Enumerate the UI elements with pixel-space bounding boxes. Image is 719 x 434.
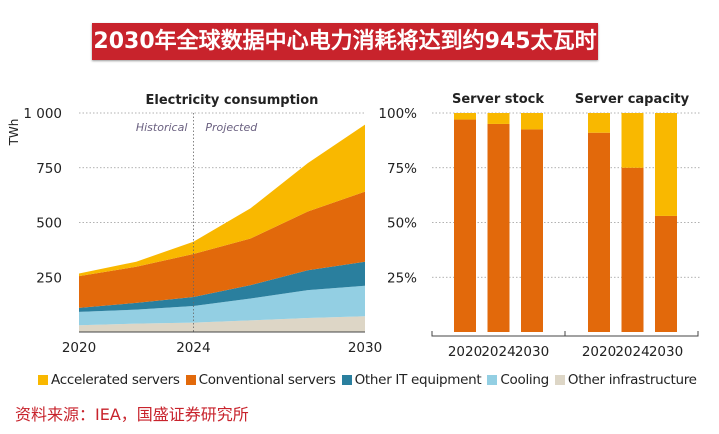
legend-item: Accelerated servers xyxy=(38,372,180,388)
annotation-historical: Historical xyxy=(136,121,188,134)
y-tick-label: 75% xyxy=(387,161,417,177)
bar-accelerated-servers xyxy=(521,113,543,130)
x-tick-label: 2020 xyxy=(582,344,616,360)
legend-label: Cooling xyxy=(500,372,549,388)
bar-conventional-servers xyxy=(621,167,644,332)
legend-item: Conventional servers xyxy=(185,372,336,388)
bar-group-title: Server stock xyxy=(452,92,544,107)
x-tick-label: 2020 xyxy=(62,340,96,356)
y-tick-label: 1 000 xyxy=(23,106,62,122)
bar-conventional-servers xyxy=(487,123,510,332)
annotation-projected: Projected xyxy=(205,121,258,134)
area-conventional-servers xyxy=(79,191,365,308)
x-tick-label: 2020 xyxy=(448,344,482,360)
y-tick-label: 500 xyxy=(36,216,62,232)
x-tick-label: 2030 xyxy=(649,344,683,360)
legend-item: Other infrastructure xyxy=(554,372,697,388)
bar-group-title: Server capacity xyxy=(575,92,690,107)
bar-accelerated-servers xyxy=(588,113,610,133)
source-note: 资料来源：IEA，国盛证券研究所 xyxy=(15,405,249,424)
legend-swatch xyxy=(554,375,565,385)
legend: Accelerated servers Conventional servers… xyxy=(38,372,697,388)
legend-label: Conventional servers xyxy=(198,372,336,388)
legend-label: Other IT equipment xyxy=(354,372,482,388)
bar-conventional-servers xyxy=(521,129,543,332)
bar-accelerated-servers xyxy=(454,113,476,120)
bar-accelerated-servers xyxy=(655,113,677,216)
x-tick-label: 2024 xyxy=(176,340,210,356)
y-axis-label: TWh xyxy=(7,119,21,147)
legend-swatch xyxy=(38,375,48,385)
y-tick-label: 100% xyxy=(378,106,417,122)
x-tick-label: 2030 xyxy=(515,344,549,360)
area-accelerated-servers xyxy=(79,124,365,277)
x-axis xyxy=(431,331,699,337)
y-tick-label: 250 xyxy=(36,270,62,286)
area-other-infrastructure xyxy=(79,316,365,332)
bar-accelerated-servers xyxy=(621,113,644,168)
legend-swatch xyxy=(487,375,498,385)
area-cooling xyxy=(79,285,365,326)
bar-accelerated-servers xyxy=(487,113,510,124)
x-tick-label: 2024 xyxy=(615,344,649,360)
area-other-it-equipment xyxy=(79,261,365,312)
legend-label: Other infrastructure xyxy=(567,372,697,388)
x-tick-label: 2024 xyxy=(481,344,515,360)
bar-conventional-servers xyxy=(454,119,476,332)
bar-conventional-servers xyxy=(655,215,677,332)
y-tick-label: 750 xyxy=(36,161,62,177)
legend-swatch xyxy=(185,375,196,385)
banner-title: 2030年全球数据中心电力消耗将达到约945太瓦时 xyxy=(92,23,598,60)
y-tick-label: 50% xyxy=(387,216,417,232)
legend-swatch xyxy=(341,375,352,385)
y-tick-label: 25% xyxy=(387,270,417,286)
x-tick-label: 2030 xyxy=(348,340,382,356)
bar-conventional-servers xyxy=(588,132,610,332)
legend-item: Cooling xyxy=(487,372,549,388)
legend-item: Other IT equipment xyxy=(341,372,482,388)
legend-label: Accelerated servers xyxy=(51,372,180,388)
area-chart-title: Electricity consumption xyxy=(146,93,319,108)
